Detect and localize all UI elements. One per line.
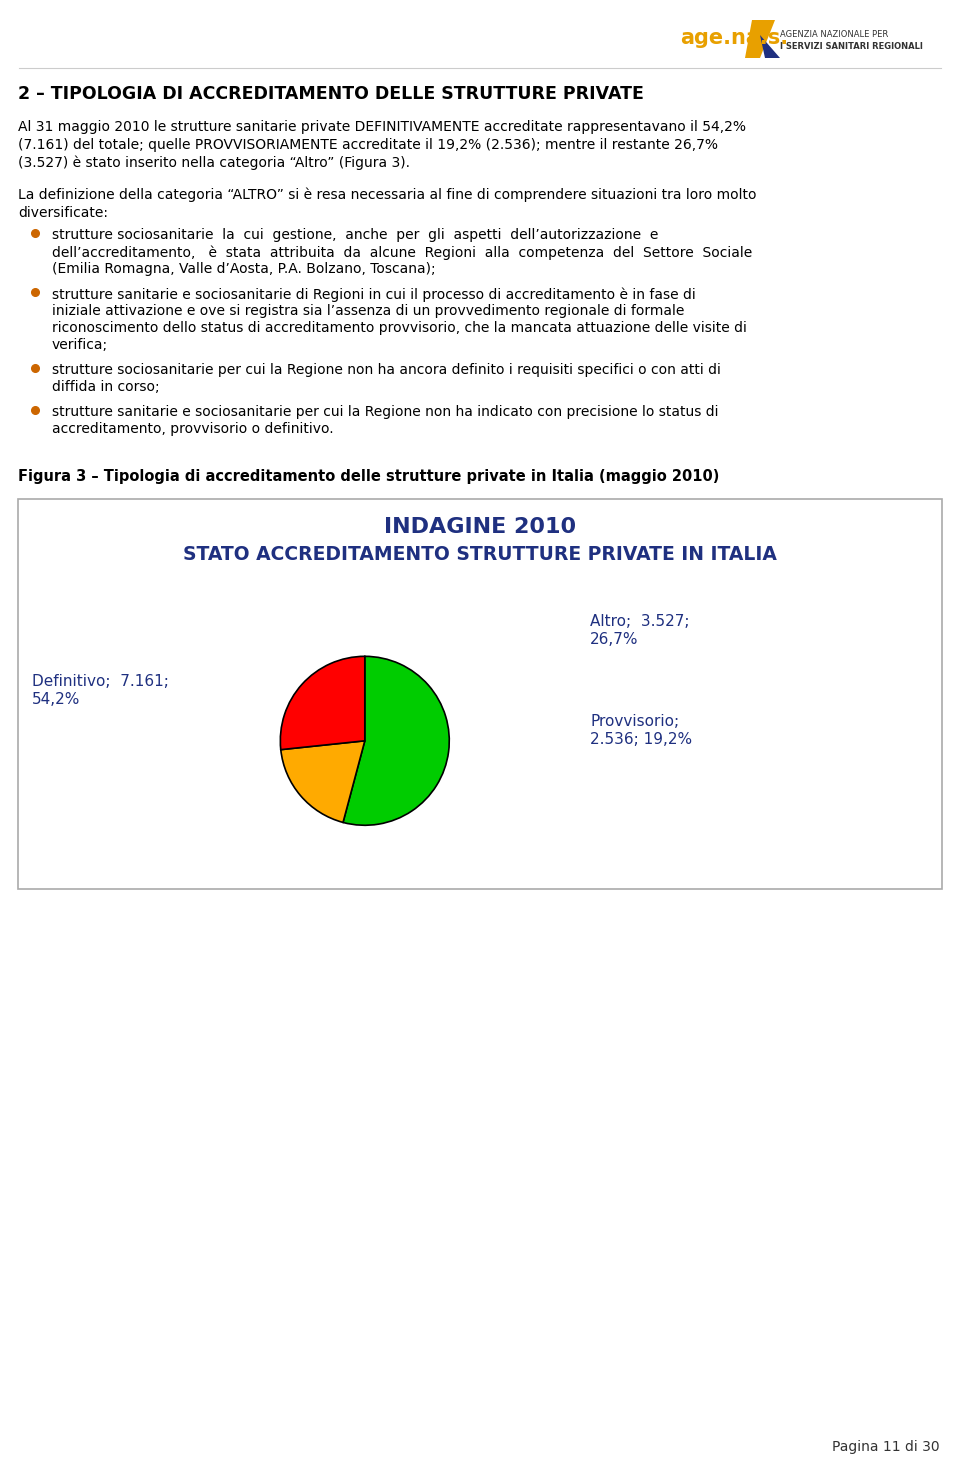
Text: strutture sanitarie e sociosanitarie per cui la Regione non ha indicato con prec: strutture sanitarie e sociosanitarie per… (52, 405, 718, 420)
Text: diversificate:: diversificate: (18, 205, 108, 220)
Text: 2.536; 19,2%: 2.536; 19,2% (590, 731, 692, 747)
Text: La definizione della categoria “ALTRO” si è resa necessaria al fine di comprende: La definizione della categoria “ALTRO” s… (18, 188, 756, 203)
Text: Provvisorio;: Provvisorio; (590, 714, 679, 728)
Text: Al 31 maggio 2010 le strutture sanitarie private DEFINITIVAMENTE accreditate rap: Al 31 maggio 2010 le strutture sanitarie… (18, 119, 746, 134)
Text: STATO ACCREDITAMENTO STRUTTURE PRIVATE IN ITALIA: STATO ACCREDITAMENTO STRUTTURE PRIVATE I… (183, 545, 777, 564)
Text: riconoscimento dello status di accreditamento provvisorio, che la mancata attuaz: riconoscimento dello status di accredita… (52, 321, 747, 335)
Text: dell’accreditamento,   è  stata  attribuita  da  alcune  Regioni  alla  competen: dell’accreditamento, è stata attribuita … (52, 245, 753, 259)
Text: strutture sociosanitarie per cui la Regione non ha ancora definito i requisiti s: strutture sociosanitarie per cui la Regi… (52, 363, 721, 377)
Text: (3.527) è stato inserito nella categoria “Altro” (Figura 3).: (3.527) è stato inserito nella categoria… (18, 156, 410, 170)
Text: accreditamento, provvisorio o definitivo.: accreditamento, provvisorio o definitivo… (52, 423, 334, 436)
Text: (7.161) del totale; quelle PROVVISORIAMENTE accreditate il 19,2% (2.536); mentre: (7.161) del totale; quelle PROVVISORIAME… (18, 138, 718, 152)
Wedge shape (280, 740, 365, 822)
Text: Pagina 11 di 30: Pagina 11 di 30 (832, 1440, 940, 1454)
Polygon shape (745, 20, 775, 58)
Text: 2 – TIPOLOGIA DI ACCREDITAMENTO DELLE STRUTTURE PRIVATE: 2 – TIPOLOGIA DI ACCREDITAMENTO DELLE ST… (18, 85, 644, 103)
Text: strutture sociosanitarie  la  cui  gestione,  anche  per  gli  aspetti  dell’aut: strutture sociosanitarie la cui gestione… (52, 227, 659, 242)
Text: (Emilia Romagna, Valle d’Aosta, P.A. Bolzano, Toscana);: (Emilia Romagna, Valle d’Aosta, P.A. Bol… (52, 262, 436, 275)
Text: Definitivo;  7.161;: Definitivo; 7.161; (32, 675, 169, 689)
Text: 26,7%: 26,7% (590, 632, 638, 647)
Polygon shape (760, 35, 780, 58)
Text: Figura 3 – Tipologia di accreditamento delle strutture private in Italia (maggio: Figura 3 – Tipologia di accreditamento d… (18, 469, 719, 484)
FancyBboxPatch shape (18, 498, 942, 889)
Wedge shape (343, 656, 449, 825)
Text: I SERVIZI SANITARI REGIONALI: I SERVIZI SANITARI REGIONALI (780, 42, 923, 51)
Text: age.na.s.: age.na.s. (680, 28, 788, 48)
Text: Altro;  3.527;: Altro; 3.527; (590, 613, 689, 629)
Text: strutture sanitarie e sociosanitarie di Regioni in cui il processo di accreditam: strutture sanitarie e sociosanitarie di … (52, 287, 696, 302)
Text: diffida in corso;: diffida in corso; (52, 380, 159, 393)
Text: iniziale attivazione e ove si registra sia l’assenza di un provvedimento regiona: iniziale attivazione e ove si registra s… (52, 305, 684, 318)
Text: AGENZIA NAZIONALE PER: AGENZIA NAZIONALE PER (780, 31, 888, 39)
Wedge shape (280, 656, 365, 750)
Text: verifica;: verifica; (52, 338, 108, 353)
Text: 54,2%: 54,2% (32, 692, 81, 707)
Text: INDAGINE 2010: INDAGINE 2010 (384, 517, 576, 538)
